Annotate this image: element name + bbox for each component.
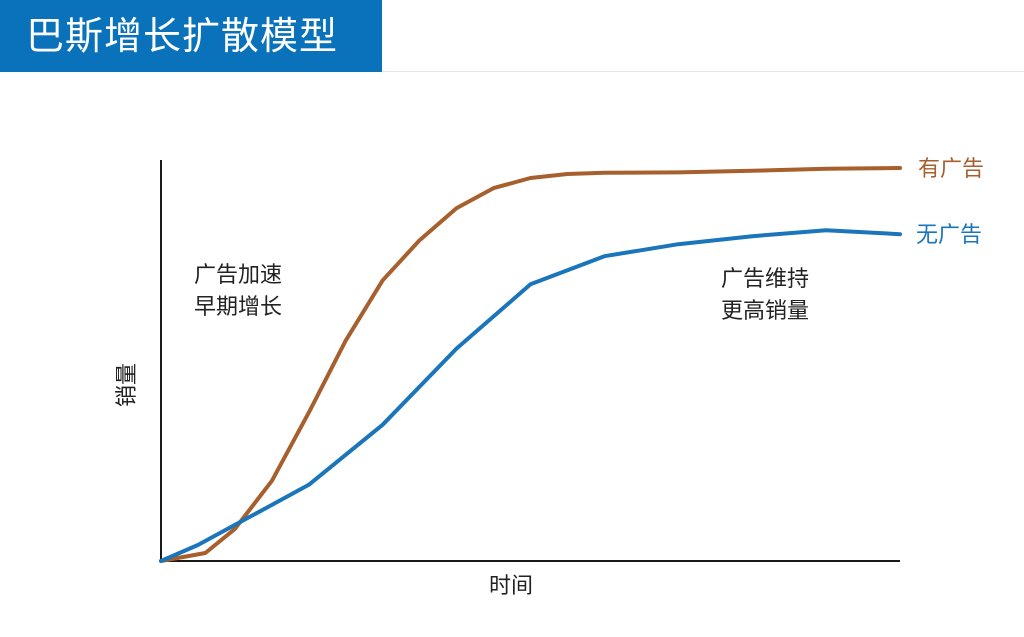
annotation-1-line-1: 更高销量: [721, 299, 809, 324]
chart-axes: [160, 160, 900, 562]
page-title: 巴斯增长扩散模型: [26, 14, 339, 58]
series-label-0: 有广告: [918, 157, 984, 182]
chart-series: [159, 166, 902, 563]
annotation-1-line-0: 广告维持: [721, 267, 809, 292]
x-axis-title: 时间: [489, 574, 533, 599]
annotation-0-line-1: 早期增长: [194, 295, 282, 320]
title-bar: 巴斯增长扩散模型: [0, 0, 382, 72]
series-line-0: [159, 166, 902, 563]
annotation-0-line-0: 广告加速: [194, 263, 282, 288]
y-axis-title: 销量: [115, 363, 140, 407]
series-label-1: 无广告: [916, 223, 982, 248]
header-divider: [382, 71, 1024, 72]
series-line-1: [159, 228, 902, 563]
